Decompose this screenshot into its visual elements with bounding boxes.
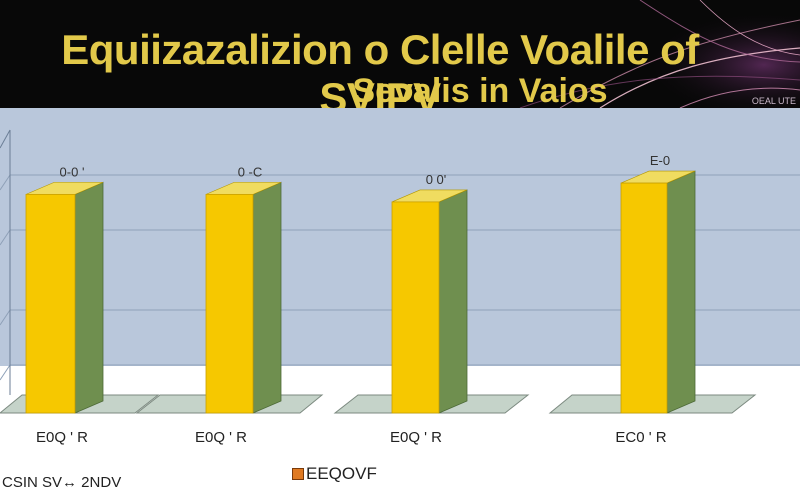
category-label: E0Q ' R — [195, 429, 247, 446]
gridline-perspective — [0, 364, 11, 381]
legend-label: EEQOVF — [306, 464, 377, 483]
legend: EEQOVF — [292, 464, 377, 484]
bar-side — [438, 189, 468, 414]
bar — [205, 193, 254, 414]
y-axis-perspective — [0, 129, 11, 149]
banner-decoration — [519, 0, 800, 108]
data-label: 0 -C — [238, 164, 263, 179]
title-banner: Equiizazalizion o Clelle Voalile of SVIP… — [0, 0, 800, 108]
footer-text: CSIN SV↔ 2NDV — [2, 474, 122, 491]
chart-subtitle: Sevalis in Vaios — [352, 72, 608, 108]
chart-title: Equiizazalizion o Clelle Voalile of SVIP… — [61, 26, 699, 108]
bar — [391, 201, 440, 414]
data-label: E-0 — [650, 153, 670, 168]
category-label: EC0 ' R — [615, 429, 666, 446]
bar-side — [252, 181, 282, 414]
data-label: 0 0' — [426, 172, 447, 187]
legend-swatch — [292, 468, 304, 480]
gridline-perspective — [0, 174, 11, 191]
bar — [25, 193, 76, 414]
gridline-perspective — [0, 229, 11, 246]
gridline-perspective — [0, 309, 11, 326]
category-label: E0Q ' R — [390, 429, 442, 446]
corner-tag: OEAL UTE — [751, 96, 796, 106]
category-label: E0Q ' R — [36, 429, 88, 446]
bar-side — [74, 181, 104, 414]
data-label: 0-0 ' — [60, 164, 85, 179]
bar — [620, 182, 668, 414]
bar-side — [666, 170, 696, 414]
